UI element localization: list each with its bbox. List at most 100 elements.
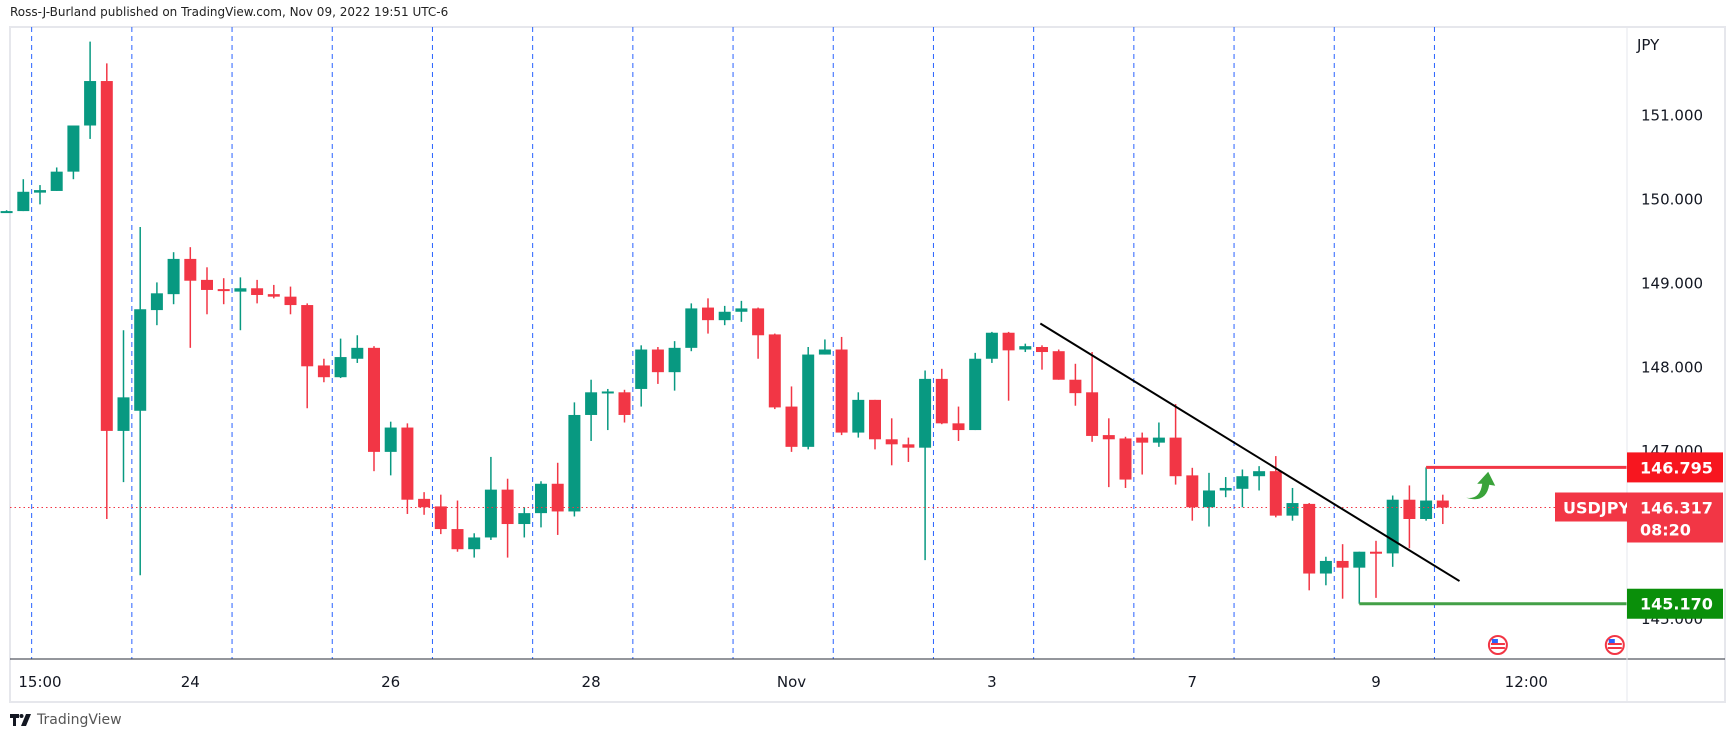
- candle[interactable]: [334, 338, 347, 379]
- candle[interactable]: [768, 333, 781, 410]
- candle[interactable]: [201, 267, 213, 315]
- candle[interactable]: [852, 392, 865, 438]
- candle[interactable]: [1403, 485, 1416, 549]
- candle[interactable]: [651, 347, 664, 384]
- candle[interactable]: [1370, 540, 1382, 598]
- candle[interactable]: [585, 379, 598, 441]
- candle[interactable]: [484, 456, 497, 540]
- candle[interactable]: [601, 388, 614, 431]
- candle[interactable]: [1420, 467, 1433, 521]
- candle[interactable]: [919, 370, 932, 561]
- price-tick-label: 151.000: [1641, 107, 1703, 125]
- candle[interactable]: [702, 298, 714, 334]
- candle[interactable]: [184, 247, 197, 348]
- candle[interactable]: [1436, 494, 1449, 525]
- candle[interactable]: [50, 167, 63, 191]
- candle[interactable]: [885, 418, 898, 466]
- candle[interactable]: [1136, 432, 1149, 475]
- candle[interactable]: [969, 352, 982, 431]
- time-axis[interactable]: 15:00 24 26 28 Nov 3 7 9 12:00: [18, 673, 1548, 691]
- candle[interactable]: [1253, 466, 1266, 491]
- candle[interactable]: [134, 227, 147, 576]
- candle-body: [1169, 437, 1182, 477]
- candle[interactable]: [1019, 343, 1032, 353]
- candle[interactable]: [618, 389, 631, 423]
- candle[interactable]: [952, 406, 965, 441]
- us-flag-icon[interactable]: [1604, 635, 1625, 655]
- candle[interactable]: [317, 358, 330, 383]
- candle[interactable]: [84, 41, 97, 139]
- current-price-label: 146.317: [1640, 499, 1713, 518]
- candle[interactable]: [1386, 495, 1399, 567]
- candle-body: [551, 483, 564, 512]
- candle[interactable]: [802, 347, 815, 450]
- candle[interactable]: [668, 341, 681, 391]
- candle[interactable]: [1152, 422, 1165, 447]
- candle[interactable]: [735, 300, 748, 322]
- candle[interactable]: [67, 125, 80, 180]
- trendline[interactable]: [1039, 322, 1461, 582]
- candle[interactable]: [217, 278, 230, 305]
- candle[interactable]: [518, 507, 531, 538]
- candle[interactable]: [1236, 469, 1249, 508]
- candle[interactable]: [1169, 404, 1182, 485]
- candle[interactable]: [1086, 352, 1099, 442]
- candle[interactable]: [835, 336, 848, 436]
- candle[interactable]: [1219, 477, 1232, 498]
- candle[interactable]: [568, 402, 581, 517]
- candle-body: [601, 391, 614, 394]
- candle[interactable]: [635, 345, 648, 407]
- candle[interactable]: [1319, 556, 1332, 586]
- candle[interactable]: [1069, 363, 1082, 406]
- candle[interactable]: [434, 494, 447, 535]
- candle[interactable]: [418, 492, 431, 515]
- candle[interactable]: [935, 368, 948, 425]
- candle[interactable]: [117, 330, 130, 483]
- candle[interactable]: [1286, 487, 1299, 521]
- candle[interactable]: [1052, 349, 1065, 380]
- candle[interactable]: [0, 210, 13, 214]
- candle[interactable]: [869, 399, 881, 450]
- candle-body: [1203, 490, 1215, 508]
- candle[interactable]: [34, 185, 46, 205]
- candle[interactable]: [685, 303, 698, 352]
- candle[interactable]: [1203, 472, 1215, 527]
- candle[interactable]: [985, 331, 998, 363]
- candle[interactable]: [351, 335, 364, 363]
- candle[interactable]: [1353, 551, 1366, 604]
- candle[interactable]: [451, 500, 464, 552]
- us-flag-icon[interactable]: [1487, 635, 1508, 655]
- candle[interactable]: [718, 305, 731, 326]
- candle[interactable]: [167, 252, 180, 305]
- candle[interactable]: [251, 279, 264, 304]
- candle[interactable]: [1119, 436, 1132, 488]
- candle[interactable]: [1186, 467, 1199, 521]
- candle[interactable]: [1303, 503, 1316, 591]
- candle[interactable]: [1336, 544, 1349, 599]
- candle[interactable]: [284, 286, 297, 315]
- candle[interactable]: [384, 421, 397, 476]
- candle[interactable]: [501, 478, 514, 558]
- candle[interactable]: [1102, 418, 1115, 488]
- candle-body: [1303, 503, 1316, 574]
- candle[interactable]: [301, 303, 314, 409]
- candle[interactable]: [1002, 331, 1015, 401]
- candle[interactable]: [752, 307, 765, 359]
- candle[interactable]: [785, 386, 798, 452]
- candle[interactable]: [902, 437, 915, 462]
- candle[interactable]: [468, 533, 481, 558]
- candle[interactable]: [1036, 345, 1048, 370]
- flag-stripe: [1607, 647, 1622, 649]
- candle[interactable]: [17, 179, 30, 212]
- candle[interactable]: [234, 277, 247, 331]
- candle[interactable]: [100, 63, 113, 519]
- candle-body: [167, 258, 180, 295]
- candle[interactable]: [368, 346, 380, 472]
- candle[interactable]: [551, 462, 564, 535]
- candle[interactable]: [401, 423, 414, 514]
- candle[interactable]: [818, 339, 831, 355]
- candle[interactable]: [150, 282, 163, 326]
- candle[interactable]: [535, 481, 547, 528]
- candle[interactable]: [267, 284, 280, 299]
